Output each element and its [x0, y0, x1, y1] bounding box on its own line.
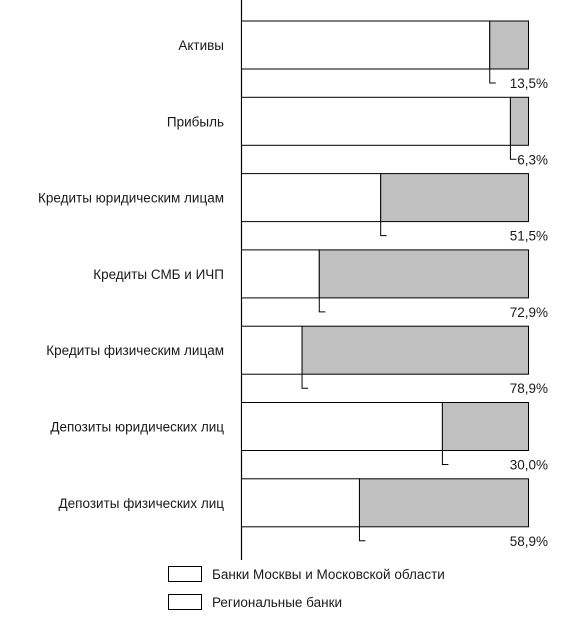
category-label: Кредиты юридическим лицам	[38, 191, 224, 206]
legend-label-moscow: Банки Москвы и Московской области	[212, 566, 445, 582]
bar-moscow	[241, 20, 491, 70]
data-label: 72,9%	[510, 305, 548, 320]
data-label: 78,9%	[510, 381, 548, 396]
bar-moscow	[241, 96, 511, 146]
bar-regional	[489, 20, 530, 70]
data-label: 6,3%	[517, 152, 548, 167]
category-label: Прибыль	[167, 114, 224, 129]
callout-leader	[441, 450, 449, 465]
category-label: Кредиты СМБ и ИЧП	[93, 267, 224, 282]
bar-regional	[301, 325, 529, 375]
callout-leader	[380, 221, 387, 237]
category-label: Депозиты физических лиц	[59, 496, 225, 511]
legend-swatch-moscow	[168, 566, 202, 582]
category-label: Активы	[178, 38, 224, 53]
category-label: Кредиты физическим лицам	[46, 343, 224, 358]
data-label: 30,0%	[510, 458, 548, 473]
legend-item-moscow: Банки Москвы и Московской области	[168, 565, 445, 583]
data-label: 13,5%	[510, 76, 548, 91]
bar-moscow	[241, 173, 382, 223]
bar-moscow	[241, 478, 360, 528]
category-label: Депозиты юридических лиц	[50, 420, 224, 435]
bar-chart: Активы 13,5% Прибыль 6,3% Кредиты юридически…	[38, 0, 548, 560]
bar-moscow	[241, 249, 320, 299]
callout-leader	[489, 69, 496, 84]
data-label: 51,5%	[510, 229, 548, 244]
bar-regional	[441, 402, 529, 451]
data-label: 58,9%	[510, 534, 548, 549]
bar-regional	[358, 478, 529, 528]
callout-leader	[509, 145, 517, 160]
bar-moscow	[241, 325, 303, 375]
callout-leader	[358, 526, 366, 542]
bar-regional	[318, 249, 530, 299]
callout-leader	[301, 374, 309, 389]
legend-swatch-regional	[168, 594, 202, 610]
callout-leader	[318, 297, 326, 313]
legend: Банки Москвы и Московской области Регион…	[168, 565, 445, 621]
bar-moscow	[241, 402, 443, 451]
bar-regional	[509, 96, 530, 146]
legend-label-regional: Региональные банки	[212, 594, 343, 610]
legend-item-regional: Региональные банки	[168, 593, 445, 611]
bar-regional	[380, 173, 529, 223]
